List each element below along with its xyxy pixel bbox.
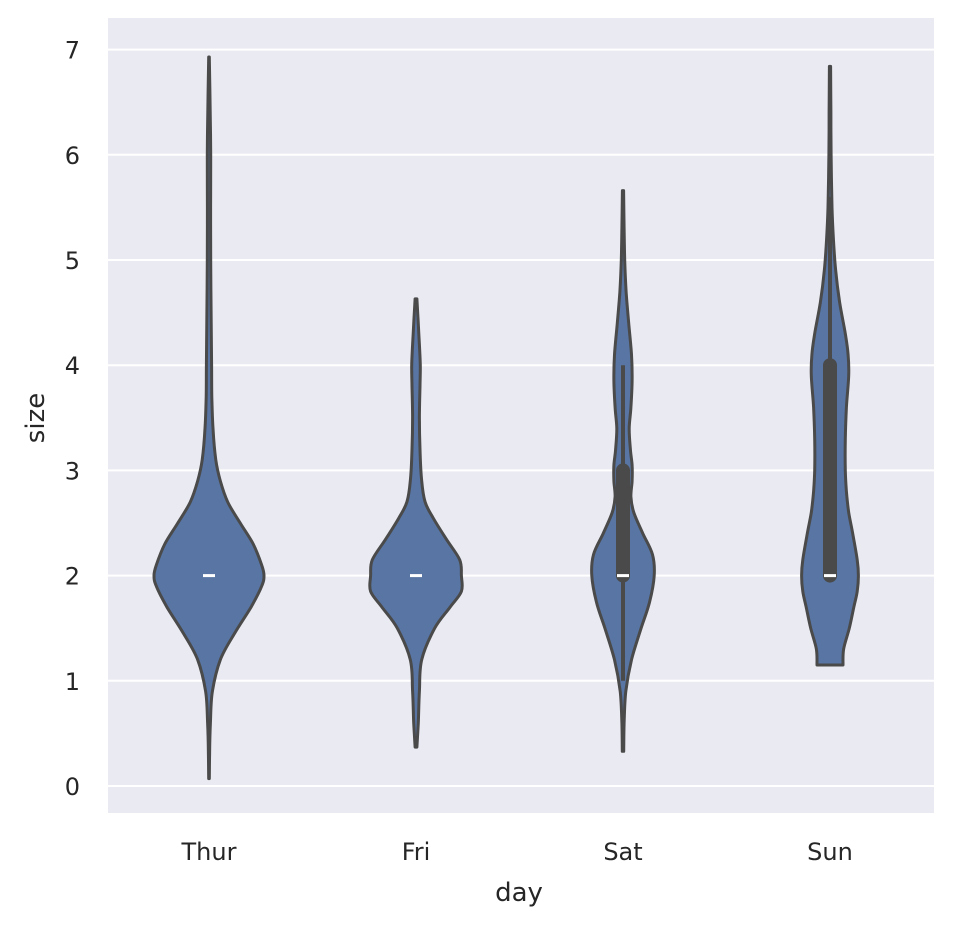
x-axis-label: day [495, 878, 543, 908]
y-tick-label-7: 7 [65, 37, 80, 65]
x-tick-label-sun: Sun [807, 838, 853, 866]
plot-background [108, 18, 934, 813]
y-tick-label-5: 5 [65, 247, 80, 275]
violins [152, 55, 860, 781]
x-tick-label-sat: Sat [603, 838, 642, 866]
y-tick-label-6: 6 [65, 142, 80, 170]
violin-sat [590, 189, 656, 753]
violin-sun [800, 64, 860, 667]
x-tick-label-thur: Thur [181, 838, 237, 866]
x-tick-label-fri: Fri [402, 838, 431, 866]
violin-body-fri [368, 297, 464, 749]
y-tick-label-3: 3 [65, 457, 80, 485]
y-tick-label-1: 1 [65, 668, 80, 696]
y-tick-label-4: 4 [65, 352, 80, 380]
violin-thur [152, 55, 266, 781]
x-axis-ticks: Thur Fri Sat Sun [181, 838, 853, 866]
violin-fri [368, 297, 464, 749]
violin-body-thur [152, 55, 266, 781]
y-tick-label-0: 0 [65, 773, 80, 801]
y-axis-label: size [21, 393, 51, 443]
y-axis-ticks: 0 1 2 3 4 5 6 7 [65, 37, 80, 801]
y-tick-label-2: 2 [65, 563, 80, 591]
